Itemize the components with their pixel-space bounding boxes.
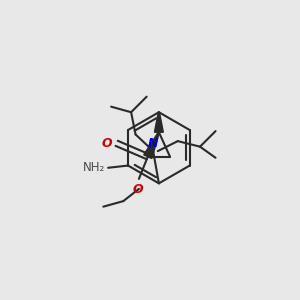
Text: O: O — [102, 137, 112, 150]
Text: NH₂: NH₂ — [82, 161, 105, 174]
Polygon shape — [144, 132, 159, 158]
Polygon shape — [154, 112, 163, 132]
Text: N: N — [148, 137, 159, 150]
Text: O: O — [133, 183, 143, 196]
